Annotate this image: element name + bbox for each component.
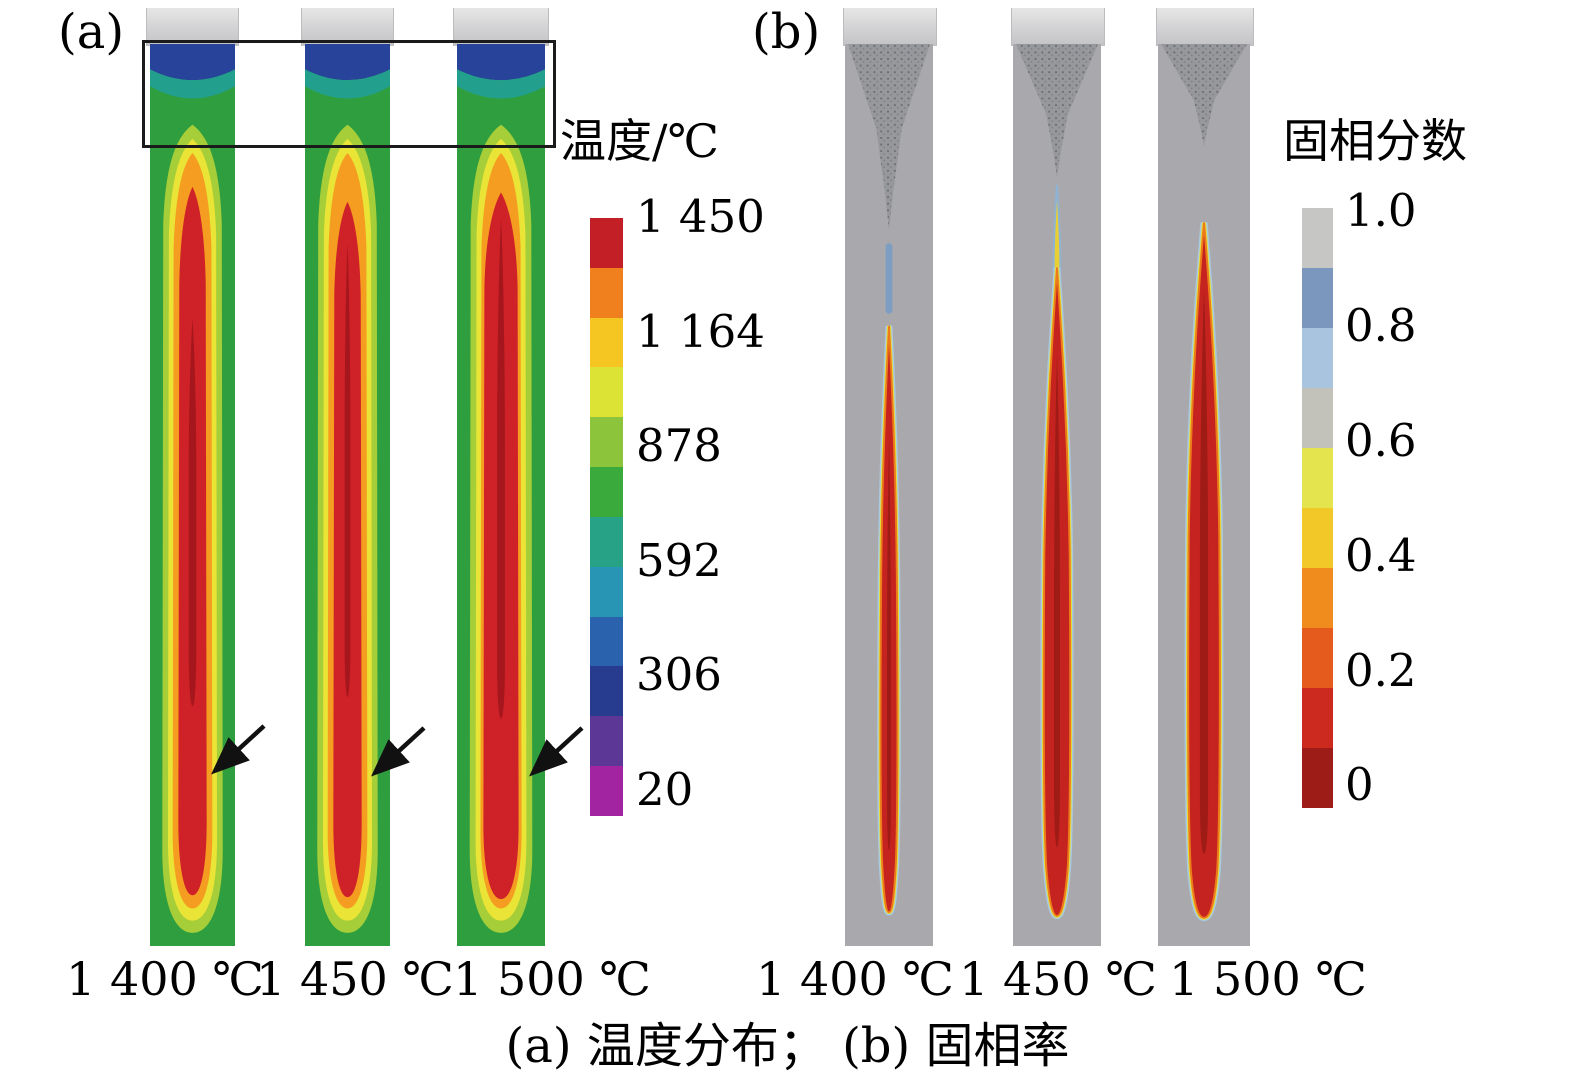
temperature-legend-title: 温度/℃ (560, 114, 719, 168)
mold-cap (453, 8, 549, 46)
arrow-annotation-2 (371, 726, 426, 777)
solidified-funnel (1015, 44, 1099, 178)
case-label-b-1450: 1 450 ℃ (959, 952, 1157, 1006)
solid-fraction-contour-1400 (845, 44, 933, 946)
tick-label: 0.8 (1345, 298, 1417, 352)
tick-label: 0.2 (1345, 643, 1417, 697)
tick-label: 0.6 (1345, 413, 1417, 467)
case-label-a-1450: 1 450 ℃ (256, 952, 454, 1006)
tick-label: 1.0 (1345, 184, 1417, 237)
tick-label: 20 (636, 762, 694, 816)
temperature-contour-1450 (305, 44, 390, 946)
solid-fraction-colorbar-ticks: 1.0 0.8 0.6 0.4 0.2 0 (1345, 186, 1417, 810)
cold-top-blue (305, 44, 390, 81)
solid-fraction-contour-1450 (1013, 44, 1101, 946)
arrow-annotation-1 (211, 724, 266, 775)
temperature-column-1450 (301, 8, 394, 946)
mold-cap (301, 8, 394, 46)
tick-label: 1 450 (636, 190, 765, 243)
arrow-annotation-3 (529, 726, 584, 777)
tick-label: 592 (636, 533, 722, 587)
solid-fraction-column-1450 (1011, 8, 1105, 946)
case-label-a-1500: 1 500 ℃ (453, 952, 651, 1006)
tick-label: 306 (636, 648, 722, 701)
temperature-column-1400 (146, 8, 239, 946)
solidified-funnel (847, 44, 931, 231)
tick-label: 878 (636, 419, 722, 472)
tick-label: 0 (1345, 758, 1374, 812)
panel-b-tag: (b) (752, 4, 821, 60)
temperature-contour-1400 (150, 44, 235, 946)
solidified-funnel (1161, 44, 1247, 146)
case-label-a-1400: 1 400 ℃ (66, 952, 264, 1006)
temperature-contour-1500 (457, 44, 545, 946)
tick-label: 0.4 (1345, 528, 1417, 582)
tick-label: 1 164 (636, 304, 765, 358)
figure-caption: (a) 温度分布； (b) 固相率 (505, 1018, 1070, 1074)
solid-fraction-column-1500 (1156, 8, 1254, 946)
case-label-b-1400: 1 400 ℃ (756, 952, 954, 1006)
mold-cap (1011, 8, 1105, 46)
case-label-b-1500: 1 500 ℃ (1169, 952, 1367, 1006)
solid-fraction-contour-1500 (1158, 44, 1250, 946)
temperature-colorbar-ticks: 1 450 1 164 878 592 306 20 (636, 192, 765, 814)
temperature-colorbar (590, 218, 623, 816)
panel-a-tag: (a) (58, 4, 125, 60)
solid-fraction-colorbar (1302, 208, 1333, 808)
temperature-column-1500 (453, 8, 549, 946)
mold-cap (843, 8, 937, 46)
solid-fraction-column-1400 (843, 8, 937, 946)
cold-top-blue (457, 44, 545, 81)
solid-fraction-legend-title: 固相分数 (1283, 114, 1467, 168)
mold-cap (146, 8, 239, 46)
mold-cap (1156, 8, 1254, 46)
highlight-rectangle (142, 40, 556, 148)
cold-top-blue (150, 44, 235, 81)
